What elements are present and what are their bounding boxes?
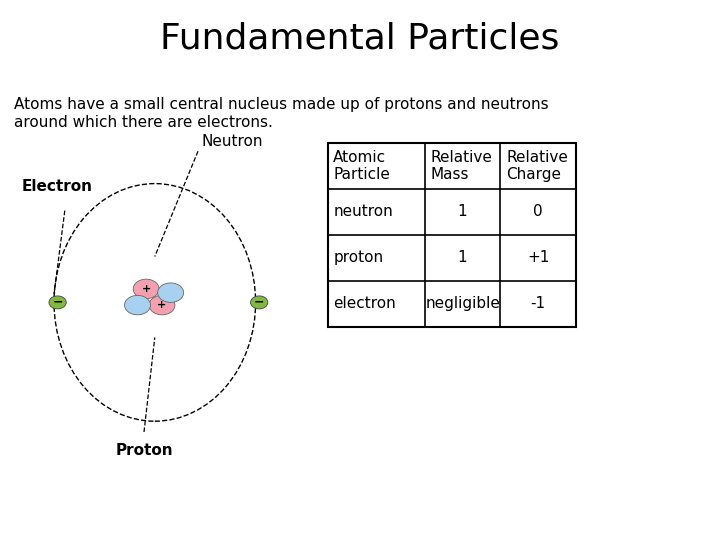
Text: 0: 0 [534,205,543,219]
Circle shape [125,295,150,315]
Text: neutron: neutron [333,205,393,219]
Text: 1: 1 [458,251,467,265]
Text: Atoms have a small central nucleus made up of protons and neutrons
around which : Atoms have a small central nucleus made … [14,97,549,130]
Circle shape [49,296,66,309]
Circle shape [133,279,159,299]
Circle shape [251,296,268,309]
Text: 1: 1 [458,205,467,219]
Text: Relative
Charge: Relative Charge [506,150,568,183]
Text: electron: electron [333,296,396,311]
Text: Relative
Mass: Relative Mass [431,150,492,183]
Text: +: + [158,300,166,310]
Text: +1: +1 [527,251,549,265]
Circle shape [158,283,184,302]
Text: negligible: negligible [426,296,500,311]
Text: -1: -1 [531,296,546,311]
Text: Fundamental Particles: Fundamental Particles [161,22,559,56]
Text: Neutron: Neutron [202,133,263,148]
Text: proton: proton [333,251,384,265]
Text: Electron: Electron [22,179,93,194]
Bar [328,143,576,327]
Circle shape [149,295,175,315]
Text: −: − [254,296,264,309]
Text: −: − [53,296,63,309]
Text: Proton: Proton [115,443,173,458]
Text: Atomic
Particle: Atomic Particle [333,150,390,183]
Text: +: + [142,284,150,294]
